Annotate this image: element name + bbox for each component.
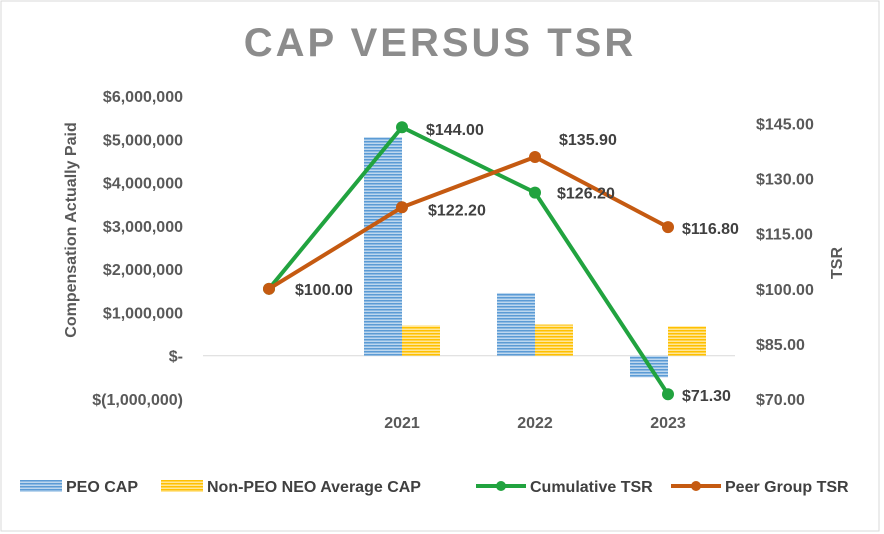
marker-0-2: [529, 186, 541, 199]
bar-1-2: [535, 324, 573, 356]
data-label-1-3: $116.80: [682, 221, 739, 238]
x-tick-label: 2021: [384, 415, 420, 432]
y-tick-label: $3,000,000: [103, 219, 183, 236]
marker-0-3: [662, 388, 674, 401]
data-label-1-0: $100.00: [295, 282, 353, 299]
y-tick-label: $1,000,000: [103, 305, 183, 322]
marker-1-3: [662, 221, 674, 234]
y-tick-label: $2,000,000: [103, 262, 183, 279]
y-axis-title: Compensation Actually Paid: [63, 122, 80, 337]
y-tick-label: $-: [169, 349, 183, 366]
line-0: [267, 125, 670, 396]
bar-0-2: [497, 292, 535, 356]
legend-label-1: Non-PEO NEO Average CAP: [207, 479, 421, 496]
bar-1-1: [402, 325, 440, 356]
y2-tick-label: $115.00: [756, 227, 813, 244]
bars: [364, 137, 706, 378]
y-tick-label: $4,000,000: [103, 176, 183, 193]
data-label-0-1: $144.00: [426, 122, 484, 139]
x-tick-label: 2023: [650, 415, 686, 432]
y-tick-label: $5,000,000: [103, 132, 183, 149]
legend-marker-2: [496, 481, 506, 491]
y2-tick-label: $145.00: [756, 117, 814, 134]
y2-tick-label: $130.00: [756, 172, 814, 189]
marker-1-2: [529, 150, 541, 163]
y2-axis-title: TSR: [829, 247, 846, 279]
marker-0-1: [396, 121, 408, 134]
y-tick-label: $6,000,000: [103, 89, 183, 106]
legend: PEO CAP Non-PEO NEO Average CAP Cumulative…: [20, 479, 849, 496]
x-tick-label: 2022: [517, 415, 553, 432]
legend-label-0: PEO CAP: [66, 479, 138, 496]
y2-tick-label: $70.00: [756, 392, 805, 409]
data-label-1-2: $135.90: [559, 132, 617, 149]
y2-tick-label: $100.00: [756, 282, 814, 299]
legend-swatch-1: [161, 480, 203, 492]
legend-swatch-0: [20, 480, 62, 492]
bar-1-3: [668, 326, 706, 356]
legend-label-3: Peer Group TSR: [725, 479, 849, 496]
y2-tick-label: $85.00: [756, 337, 805, 354]
marker-1-1: [396, 201, 408, 214]
data-label-0-2: $126.20: [557, 186, 615, 203]
tick-labels: $6,000,000 $5,000,000 $4,000,000 $3,000,000…: [92, 89, 814, 432]
lines: [263, 121, 674, 401]
data-label-1-1: $122.20: [428, 202, 486, 219]
legend-marker-3: [691, 481, 701, 491]
legend-label-2: Cumulative TSR: [530, 479, 653, 496]
y-tick-label: $(1,000,000): [92, 392, 183, 409]
data-label-0-3: $71.30: [682, 388, 731, 405]
bar-0-1: [364, 137, 402, 356]
data-labels: $144.00 $126.20 $71.30 $100.00 $122.20 $135.9…: [295, 122, 739, 405]
chart-title: CAP VERSUS TSR: [244, 21, 636, 65]
marker-1-0: [263, 282, 275, 295]
line-1: [267, 154, 669, 291]
